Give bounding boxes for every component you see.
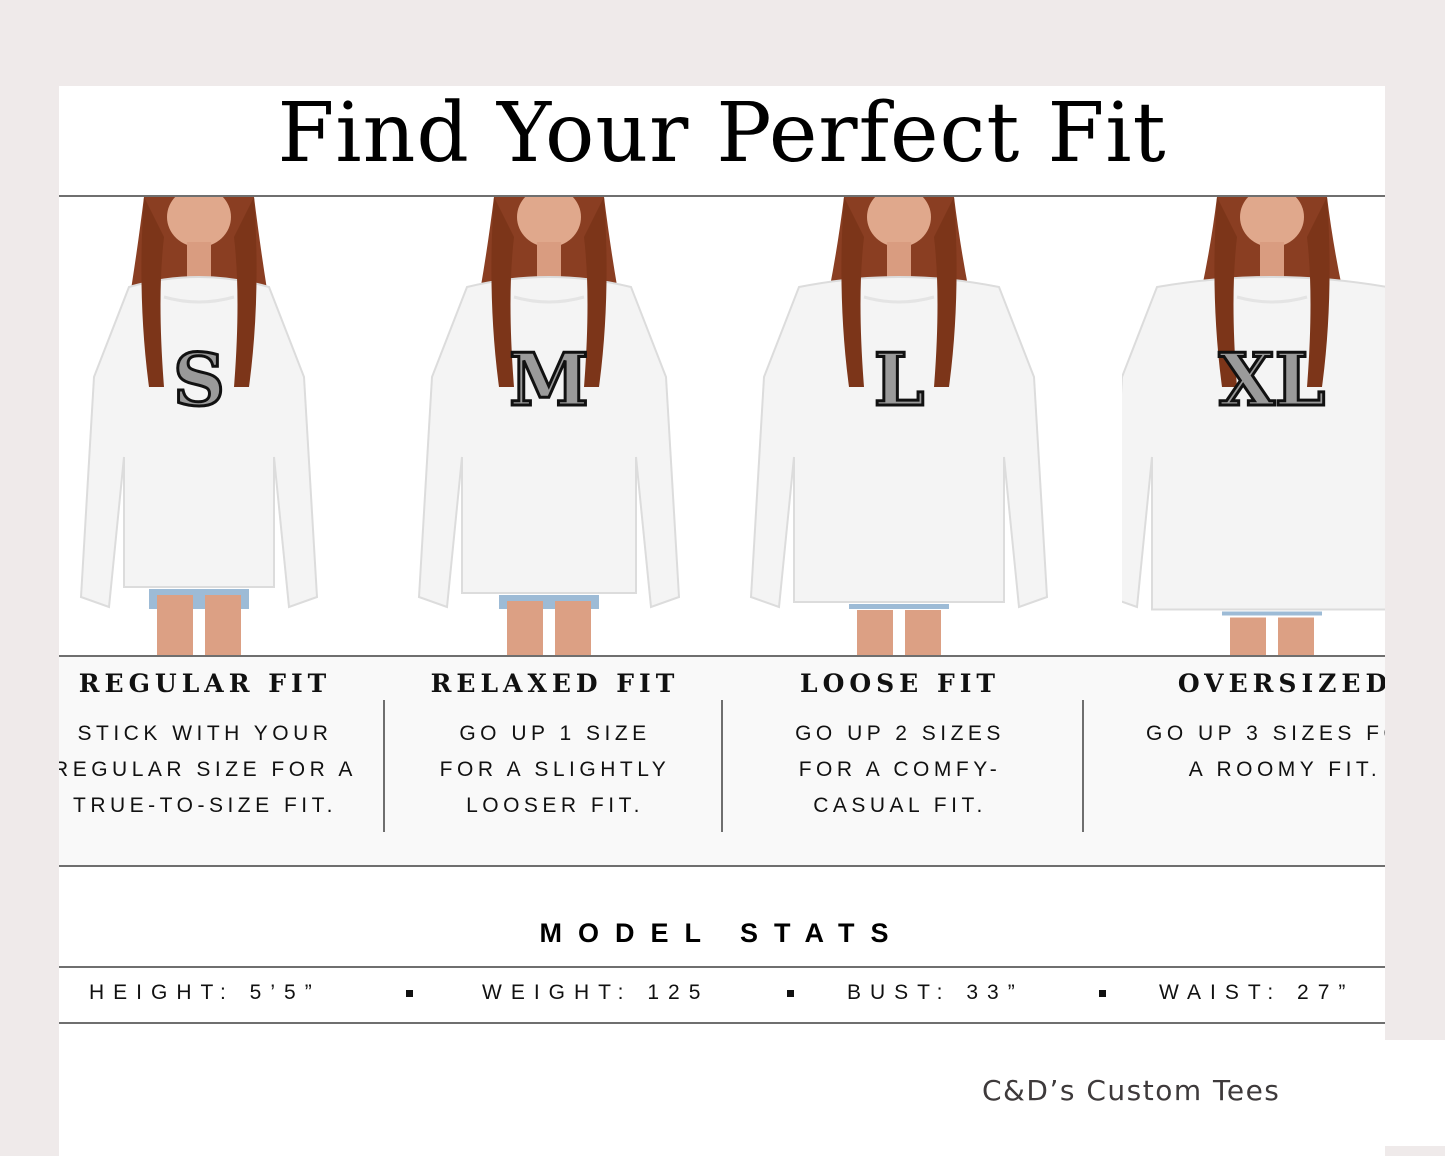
model-figure xyxy=(1107,187,1385,655)
size-letter: XL xyxy=(1217,336,1327,424)
desc-line: GO UP 2 SIZES xyxy=(795,722,1005,745)
desc-line: STICK WITH YOUR xyxy=(77,722,333,745)
bullet-icon xyxy=(787,990,794,997)
fit-title: LOOSE FIT xyxy=(800,669,1000,698)
divider-line xyxy=(59,966,1385,968)
stat-weight: WEIGHT: 125 xyxy=(482,981,710,1004)
model-figure xyxy=(749,187,1049,655)
desc-line: A ROOMY FIT. xyxy=(1188,758,1382,781)
size-chart-card: Find Your Perfect Fit S M L xyxy=(59,86,1385,1156)
fit-description: GO UP 3 SIZES FOR A ROOMY FIT. xyxy=(1105,716,1385,788)
divider-line xyxy=(59,655,1385,657)
desc-line: CASUAL FIT. xyxy=(813,794,987,817)
model-stats-title: MODEL STATS xyxy=(539,918,905,948)
fit-column-regular: REGULAR FIT STICK WITH YOUR REGULAR SIZE… xyxy=(59,657,375,824)
fit-title: OVERSIZED xyxy=(1177,669,1385,698)
divider-line xyxy=(59,195,1385,197)
model-photo-xl: XL xyxy=(1107,187,1385,656)
fit-column-relaxed: RELAXED FIT GO UP 1 SIZE FOR A SLIGHTLY … xyxy=(385,657,725,824)
stat-waist: WAIST: 27” xyxy=(1159,981,1355,1004)
size-letter: M xyxy=(508,336,591,424)
divider-line xyxy=(59,1022,1385,1024)
column-divider xyxy=(383,700,385,832)
model-photo-s: S xyxy=(59,187,349,656)
fit-title: REGULAR FIT xyxy=(78,669,332,698)
model-figure xyxy=(79,187,319,655)
fit-description: GO UP 2 SIZES FOR A COMFY- CASUAL FIT. xyxy=(730,716,1070,824)
desc-line: LOOSER FIT. xyxy=(466,794,644,817)
model-photos: S M L XL xyxy=(59,187,1385,656)
brand-name: C&D’s Custom Tees xyxy=(982,1074,1281,1107)
model-photo-l: L xyxy=(749,187,1049,656)
size-letter: S xyxy=(172,336,227,424)
background-panel xyxy=(1385,1040,1445,1156)
column-divider xyxy=(721,700,723,832)
fit-title: RELAXED FIT xyxy=(430,669,680,698)
model-figure xyxy=(417,187,681,655)
desc-line: TRUE-TO-SIZE FIT. xyxy=(73,794,337,817)
size-letter: L xyxy=(872,336,926,424)
model-stats-row: HEIGHT: 5’5” WEIGHT: 125 BUST: 33” WAIST… xyxy=(59,981,1385,1011)
stat-height: HEIGHT: 5’5” xyxy=(89,981,321,1004)
fit-column-oversized: OVERSIZED GO UP 3 SIZES FOR A ROOMY FIT. xyxy=(1105,657,1385,788)
desc-line: FOR A COMFY- xyxy=(798,758,1002,781)
fit-description: STICK WITH YOUR REGULAR SIZE FOR A TRUE-… xyxy=(59,716,375,824)
divider-line xyxy=(59,865,1385,867)
desc-line: REGULAR SIZE FOR A xyxy=(59,758,357,781)
bullet-icon xyxy=(1099,990,1106,997)
stat-bust: BUST: 33” xyxy=(847,981,1024,1004)
desc-line: GO UP 1 SIZE xyxy=(459,722,651,745)
model-photo-m: M xyxy=(399,187,699,656)
desc-line: GO UP 3 SIZES FOR xyxy=(1146,722,1385,745)
fit-column-loose: LOOSE FIT GO UP 2 SIZES FOR A COMFY- CAS… xyxy=(730,657,1070,824)
column-divider xyxy=(1082,700,1084,832)
fit-descriptions: REGULAR FIT STICK WITH YOUR REGULAR SIZE… xyxy=(59,657,1385,866)
page-title: Find Your Perfect Fit xyxy=(277,86,1167,181)
fit-description: GO UP 1 SIZE FOR A SLIGHTLY LOOSER FIT. xyxy=(385,716,725,824)
background-panel xyxy=(1385,1146,1445,1156)
bullet-icon xyxy=(406,990,413,997)
desc-line: FOR A SLIGHTLY xyxy=(439,758,671,781)
